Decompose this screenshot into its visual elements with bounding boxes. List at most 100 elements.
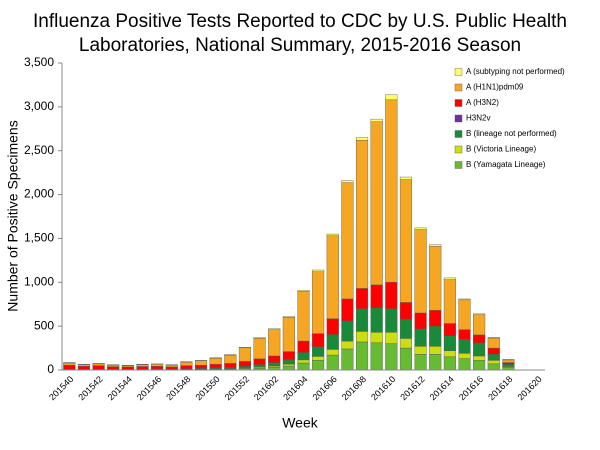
- bar-segment: [180, 365, 193, 369]
- bar-segment: [312, 346, 325, 357]
- bar-segment: [312, 360, 325, 371]
- y-tick-label: 500: [34, 318, 54, 332]
- bar-segment: [136, 364, 149, 367]
- bar-segment: [429, 310, 442, 327]
- bar-segment: [312, 356, 325, 361]
- bar-segment: [268, 355, 281, 363]
- bar-segment: [414, 312, 427, 329]
- bar-segment: [282, 317, 295, 352]
- bar-segment: [121, 365, 134, 368]
- y-tick-label: 1,500: [24, 231, 54, 245]
- legend-label: A (H3N2): [466, 98, 499, 107]
- bar-segment: [63, 364, 76, 370]
- y-tick-label: 2,500: [24, 143, 54, 157]
- bar-segment: [121, 366, 134, 370]
- bar-segment: [443, 335, 456, 351]
- bar-segment: [341, 180, 354, 183]
- bar-segment: [443, 356, 456, 371]
- y-tick-label: 1,000: [24, 274, 54, 288]
- legend-label: H3N2v: [466, 114, 490, 123]
- bar-segment: [341, 348, 354, 371]
- bar-segment: [355, 137, 369, 141]
- bar-segment: [326, 349, 339, 356]
- y-tick-label: 2,000: [24, 187, 54, 201]
- bar-segment: [297, 289, 310, 292]
- bar-segment: [268, 329, 281, 357]
- bar-segment: [414, 229, 427, 314]
- x-tick-label: 201550: [193, 374, 221, 402]
- bar-segment: [355, 139, 369, 289]
- bar-segment: [165, 366, 178, 370]
- bar-segment: [341, 340, 354, 350]
- bar-segment: [194, 364, 208, 369]
- bar-segment: [297, 359, 310, 364]
- bar-segment: [370, 121, 383, 286]
- bar-segment: [429, 244, 442, 247]
- bar-segment: [341, 320, 354, 342]
- bar-segment: [355, 341, 369, 371]
- bar-segment: [253, 358, 266, 365]
- bar-segment: [370, 118, 383, 122]
- bar-segment: [282, 364, 295, 367]
- bar-segment: [238, 361, 252, 367]
- bar-segment: [458, 358, 471, 371]
- legend-label: B (lineage not performed): [466, 129, 557, 138]
- chart-title: Influenza Positive Tests Reported to CDC…: [33, 11, 567, 32]
- bar-segment: [414, 328, 427, 347]
- x-tick-label: 201548: [164, 374, 192, 402]
- legend-label: A (H1N1)pdm09: [466, 83, 524, 92]
- bar-segment: [136, 366, 149, 370]
- bar-segment: [63, 362, 76, 366]
- x-tick-label: 201552: [223, 374, 251, 402]
- bar-segment: [473, 360, 486, 371]
- bar-segment: [399, 302, 413, 320]
- bar-segment: [414, 227, 427, 230]
- bar-segment: [282, 365, 295, 371]
- bar-segment: [429, 246, 442, 311]
- bar-segment: [297, 352, 310, 361]
- y-tick-label: 3,500: [24, 55, 54, 69]
- chart-title: Laboratories, National Summary, 2015-201…: [79, 35, 521, 56]
- bar-segment: [487, 347, 500, 355]
- bar-segment: [385, 332, 398, 344]
- bar-segment: [458, 329, 471, 340]
- bar-segment: [370, 332, 383, 344]
- bar-segment: [151, 363, 164, 367]
- bar-segment: [238, 347, 252, 362]
- bar-segment: [238, 346, 252, 349]
- bar-segment: [502, 364, 515, 367]
- bar-segment: [414, 346, 427, 355]
- bar-segment: [326, 318, 339, 335]
- legend-swatch: [454, 114, 463, 123]
- bar-segment: [487, 337, 500, 349]
- x-tick-label: 201620: [515, 374, 543, 402]
- bar-segment: [458, 353, 471, 359]
- legend-swatch: [454, 130, 463, 138]
- bar-segment: [209, 364, 222, 369]
- y-tick-label: 3,000: [24, 99, 54, 113]
- x-tick-label: 201540: [47, 374, 75, 402]
- bar-segment: [92, 363, 105, 366]
- bar-segment: [370, 284, 383, 308]
- bar-segment: [473, 313, 486, 315]
- bar-segment: [341, 298, 354, 322]
- x-tick-label: 201604: [281, 374, 309, 402]
- bar-segment: [253, 337, 266, 339]
- x-axis-label: Week: [282, 415, 319, 431]
- bar-segment: [443, 277, 456, 280]
- legend-swatch: [454, 99, 463, 107]
- legend-label: B (Victoria Lineage): [466, 145, 536, 154]
- bar-segment: [268, 328, 281, 330]
- bar-segment: [399, 176, 413, 180]
- bar-segment: [224, 363, 237, 368]
- bar-segment: [312, 271, 325, 334]
- legend-label: A (subtyping not performed): [466, 67, 565, 76]
- bar-segment: [297, 291, 310, 342]
- legend-swatch: [454, 68, 463, 76]
- bar-segment: [399, 179, 413, 303]
- bar-segment: [297, 340, 310, 353]
- bar-segment: [355, 288, 369, 309]
- bar-segment: [194, 360, 208, 366]
- bar-segment: [282, 359, 295, 365]
